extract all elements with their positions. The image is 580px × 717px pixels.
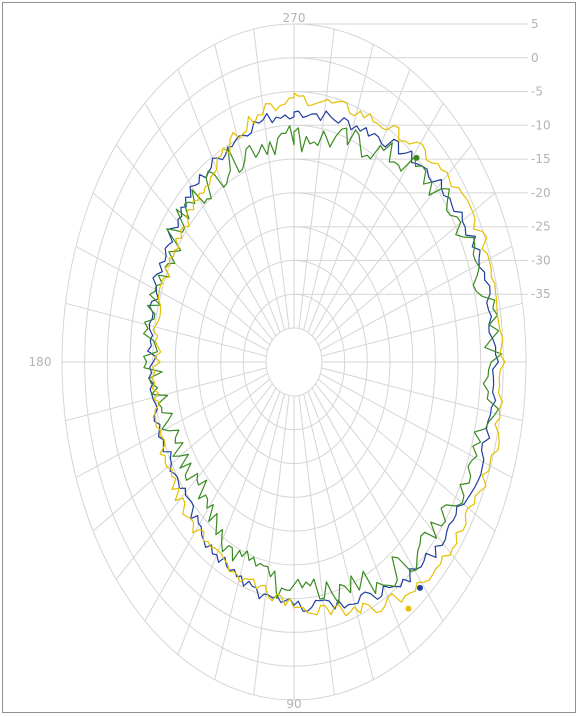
radial-tick-label-7: -30 — [531, 253, 551, 267]
grid-spoke-20 — [214, 393, 285, 680]
series-marker-blue — [417, 584, 423, 591]
grid-spoke-12 — [317, 378, 496, 532]
series-marker-yellow — [405, 605, 412, 612]
grid-spoke-11 — [320, 373, 513, 479]
series-marker-green — [413, 154, 420, 161]
series-line-green — [143, 125, 503, 605]
grid-spoke-33 — [177, 69, 281, 333]
grid-spoke-5 — [315, 144, 473, 341]
radial-tick-label-5: -20 — [531, 186, 551, 200]
grid-spoke-17 — [298, 395, 335, 695]
grid-spoke-16 — [303, 393, 374, 680]
angle-label-180: 180 — [29, 355, 52, 369]
grid-spoke-4 — [311, 102, 444, 337]
grid-spoke-3 — [307, 69, 411, 333]
radial-tick-label-4: -15 — [531, 152, 551, 166]
grid-spoke-7 — [320, 245, 513, 351]
grid-spoke-19 — [253, 395, 290, 695]
grid-spoke-31 — [115, 144, 273, 341]
grid-spoke-35 — [253, 29, 290, 329]
grid-spoke-13 — [315, 383, 473, 580]
grid-spoke-34 — [214, 44, 285, 331]
angle-label-90: 90 — [286, 697, 301, 711]
grid-spoke-29 — [75, 245, 268, 351]
grid-spoke-26 — [65, 367, 267, 422]
grid-spoke-10 — [321, 367, 523, 422]
radial-tick-label-3: -10 — [531, 118, 551, 132]
grid-spoke-22 — [144, 387, 277, 622]
grid-spoke-2 — [303, 44, 374, 331]
grid-spoke-23 — [115, 383, 273, 580]
grid-spoke-8 — [321, 302, 523, 357]
radial-tick-label-1: 0 — [531, 51, 539, 65]
grid-spoke-25 — [75, 373, 268, 479]
series-line-yellow — [151, 92, 506, 617]
radial-tick-label-8: -35 — [531, 287, 551, 301]
grid-spoke-15 — [307, 391, 411, 655]
radial-tick-label-0: 5 — [531, 17, 539, 31]
series-line-blue — [147, 110, 499, 612]
radial-tick-label-6: -25 — [531, 220, 551, 234]
radial-tick-label-2: -5 — [531, 85, 543, 99]
series-group — [143, 92, 506, 617]
grid-spoke-6 — [317, 192, 496, 346]
grid-spoke-24 — [92, 378, 271, 532]
grid-ring-0 — [265, 327, 323, 397]
polar-grid — [61, 23, 528, 701]
grid-spoke-21 — [177, 391, 281, 655]
grid-spoke-14 — [311, 387, 444, 622]
label-group: 5 0 -5 -10 -15 -20 -25 -30 -35 270 180 90 — [29, 11, 551, 711]
grid-spoke-1 — [298, 29, 335, 329]
grid-spoke-28 — [65, 302, 267, 357]
grid-spoke-30 — [92, 192, 271, 346]
grid-spoke-32 — [144, 102, 277, 337]
angle-label-270: 270 — [283, 11, 306, 25]
